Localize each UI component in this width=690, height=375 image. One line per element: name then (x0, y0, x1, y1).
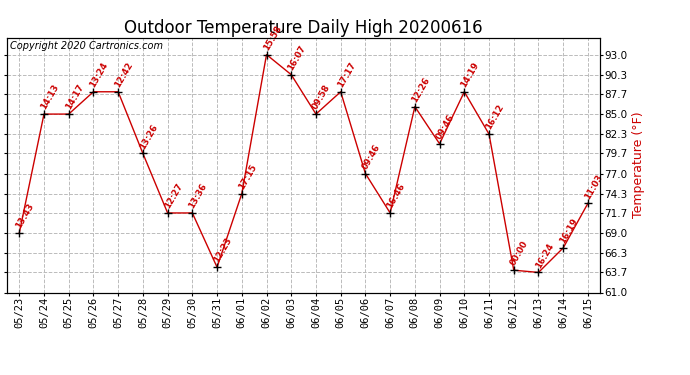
Text: 16:19: 16:19 (558, 217, 580, 245)
Point (459, 89, 470, 95)
Point (112, 89, 124, 95)
Text: 17:17: 17:17 (335, 60, 357, 89)
Point (187, 210, 198, 216)
Point (409, 104, 420, 110)
Point (360, 171, 371, 177)
Point (14, 230, 25, 236)
Point (310, 111, 322, 117)
Text: 12:26: 12:26 (410, 75, 431, 104)
Point (236, 190, 247, 196)
Point (162, 210, 173, 216)
Text: 13:26: 13:26 (138, 122, 159, 151)
Text: 09:58: 09:58 (311, 83, 333, 111)
Point (558, 245, 569, 251)
Text: 16:12: 16:12 (484, 103, 506, 131)
Text: 09:46: 09:46 (360, 142, 382, 171)
Text: 13:36: 13:36 (187, 182, 209, 210)
Text: 12:23: 12:23 (212, 236, 234, 264)
Point (335, 89, 346, 95)
Text: 16:07: 16:07 (286, 44, 308, 72)
Text: 13:43: 13:43 (14, 202, 36, 230)
Point (212, 264, 223, 270)
Point (384, 210, 395, 216)
Text: 16:24: 16:24 (533, 241, 555, 270)
Text: 17:15: 17:15 (237, 162, 258, 191)
Text: 14:13: 14:13 (39, 83, 61, 111)
Text: 14:19: 14:19 (460, 61, 481, 89)
Point (137, 150, 148, 156)
Text: 00:00: 00:00 (509, 240, 530, 267)
Point (39, 111, 50, 117)
Point (286, 72, 297, 78)
Text: 11:03: 11:03 (583, 172, 604, 201)
Point (434, 141, 445, 147)
Point (533, 269, 544, 275)
Text: 16:46: 16:46 (385, 182, 406, 210)
Text: 15:58: 15:58 (262, 24, 283, 52)
Y-axis label: Temperature (°F): Temperature (°F) (632, 112, 645, 218)
Point (582, 200, 593, 206)
Text: Copyright 2020 Cartronics.com: Copyright 2020 Cartronics.com (10, 41, 163, 51)
Point (509, 267, 520, 273)
Text: 09:46: 09:46 (435, 113, 456, 141)
Text: 12:42: 12:42 (113, 61, 135, 89)
Point (63, 111, 75, 117)
Point (484, 131, 495, 137)
Text: 12:27: 12:27 (163, 182, 184, 210)
Text: 14:17: 14:17 (63, 83, 86, 111)
Point (261, 52, 272, 58)
Text: 13:24: 13:24 (88, 61, 110, 89)
Point (88, 89, 99, 95)
Title: Outdoor Temperature Daily High 20200616: Outdoor Temperature Daily High 20200616 (124, 20, 483, 38)
